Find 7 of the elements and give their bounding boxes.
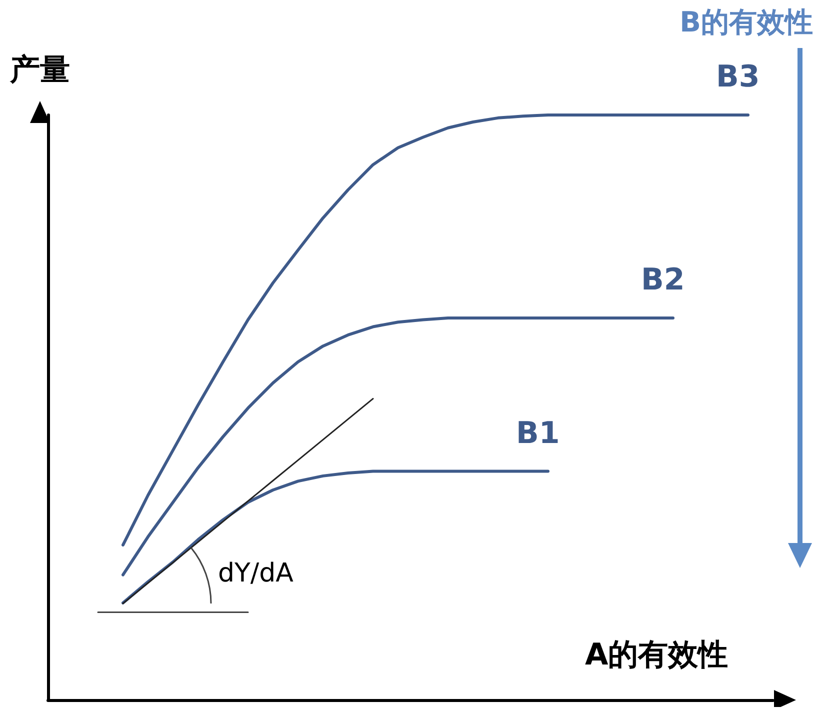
y-axis-title: 产量 [9,52,70,88]
text: B的有效性 [680,6,813,38]
series-label: B3 [716,60,760,94]
series-label: B1 [516,416,560,451]
x-axis-title: A的有效性 [585,638,728,672]
series-label: B2 [641,262,685,298]
annotation: dY/dA [218,558,294,588]
